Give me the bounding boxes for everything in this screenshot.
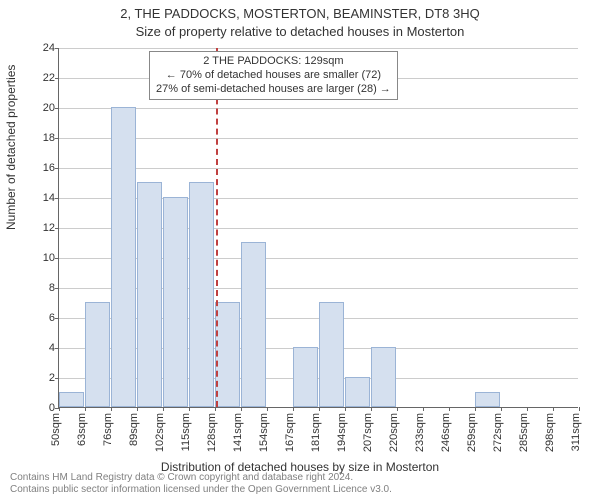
y-axis-label: Number of detached properties — [4, 65, 18, 230]
x-tick-label: 259sqm — [466, 413, 478, 452]
x-tick-label: 220sqm — [388, 413, 400, 452]
chart-plot-area: 02468101214161820222450sqm63sqm76sqm89sq… — [58, 48, 578, 408]
histogram-bar — [241, 242, 266, 407]
x-tick-label: 285sqm — [518, 413, 530, 452]
histogram-bar — [319, 302, 344, 407]
histogram-bar — [475, 392, 500, 407]
histogram-bar — [85, 302, 110, 407]
histogram-bar — [345, 377, 370, 407]
footer-line2: Contains public sector information licen… — [10, 484, 392, 495]
x-tick-label: 272sqm — [492, 413, 504, 452]
histogram-bar — [371, 347, 396, 407]
x-tick-label: 233sqm — [414, 413, 426, 452]
annotation-line2: ← 70% of detached houses are smaller (72… — [166, 69, 381, 81]
x-tick-label: 194sqm — [336, 413, 348, 452]
histogram-bar — [137, 182, 162, 407]
x-tick-label: 311sqm — [570, 413, 582, 451]
gridline — [59, 48, 578, 49]
histogram-bar — [59, 392, 84, 407]
x-tick-label: 207sqm — [362, 413, 374, 452]
y-tick-label: 2 — [35, 372, 55, 384]
y-tick-label: 8 — [35, 282, 55, 294]
y-tick-label: 20 — [35, 102, 55, 114]
gridline — [59, 138, 578, 139]
y-tick-label: 10 — [35, 252, 55, 264]
x-tick-label: 128sqm — [206, 413, 218, 452]
x-tick-label: 102sqm — [154, 413, 166, 452]
annotation-line3: 27% of semi-detached houses are larger (… — [156, 83, 391, 95]
gridline — [59, 168, 578, 169]
histogram-bar — [293, 347, 318, 407]
x-tick-label: 154sqm — [258, 413, 270, 452]
x-tick-label: 76sqm — [102, 413, 114, 446]
x-tick-label: 246sqm — [440, 413, 452, 452]
footer-line1: Contains HM Land Registry data © Crown c… — [10, 472, 353, 483]
annotation-line1: 2 THE PADDOCKS: 129sqm — [203, 55, 343, 67]
title-address: 2, THE PADDOCKS, MOSTERTON, BEAMINSTER, … — [0, 6, 600, 21]
title-subtitle: Size of property relative to detached ho… — [0, 24, 600, 39]
x-tick-label: 298sqm — [544, 413, 556, 452]
y-tick-label: 6 — [35, 312, 55, 324]
footer-attribution: Contains HM Land Registry data © Crown c… — [10, 472, 392, 496]
gridline — [59, 108, 578, 109]
x-tick-label: 50sqm — [50, 413, 62, 446]
y-tick-label: 14 — [35, 192, 55, 204]
y-tick-label: 18 — [35, 132, 55, 144]
y-tick-label: 4 — [35, 342, 55, 354]
x-tick-label: 63sqm — [76, 413, 88, 446]
x-tick-label: 141sqm — [232, 413, 244, 452]
histogram-bar — [163, 197, 188, 407]
y-tick-label: 12 — [35, 222, 55, 234]
x-tick-label: 115sqm — [180, 413, 192, 451]
x-tick-label: 181sqm — [310, 413, 322, 452]
y-tick-label: 24 — [35, 42, 55, 54]
property-size-marker — [216, 48, 218, 407]
y-tick-label: 16 — [35, 162, 55, 174]
annotation-box: 2 THE PADDOCKS: 129sqm ← 70% of detached … — [149, 51, 398, 100]
x-tick-label: 167sqm — [284, 413, 296, 452]
x-tick-label: 89sqm — [128, 413, 140, 446]
histogram-bar — [215, 302, 240, 407]
y-tick-label: 22 — [35, 72, 55, 84]
histogram-bar — [111, 107, 136, 407]
histogram-bar — [189, 182, 214, 407]
